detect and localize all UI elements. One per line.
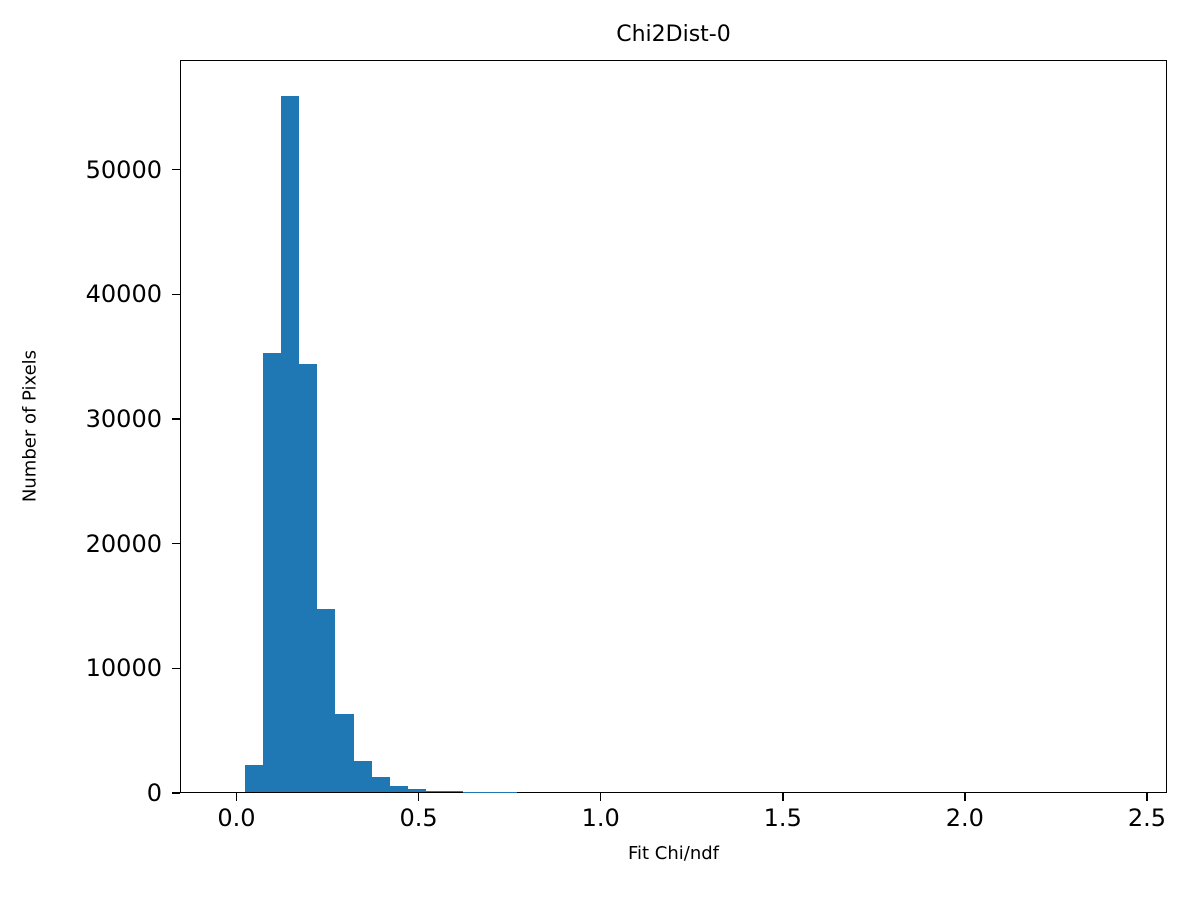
x-tick-label: 0.5 — [399, 804, 438, 832]
x-tick-label: 2.0 — [945, 804, 984, 832]
y-tick-mark — [172, 792, 180, 794]
chart-title: Chi2Dist-0 — [616, 22, 731, 47]
x-tick-mark — [782, 793, 784, 801]
y-tick-mark — [172, 168, 180, 171]
histogram-bar — [280, 95, 300, 792]
x-tick-label: 1.0 — [581, 804, 620, 832]
histogram-bar — [299, 364, 318, 792]
x-axis-label: Fit Chi/ndf — [627, 843, 720, 864]
histogram-bar — [244, 764, 263, 792]
x-tick-label: 0.0 — [217, 804, 256, 832]
histogram-bar — [262, 353, 281, 792]
histogram-bar — [353, 760, 372, 792]
histogram-bar — [335, 713, 354, 792]
plot-area — [180, 60, 1167, 793]
x-tick-mark — [235, 793, 238, 801]
histogram-bar — [426, 790, 445, 792]
x-tick-mark — [599, 793, 602, 801]
y-tick-mark — [172, 293, 180, 296]
x-tick-mark — [1146, 793, 1148, 801]
x-tick-label: 2.5 — [1127, 804, 1167, 832]
y-tick-label: 40000 — [85, 280, 162, 309]
histogram-bar — [317, 609, 336, 792]
x-tick-mark — [417, 793, 420, 801]
y-tick-mark — [172, 667, 180, 670]
x-tick-label: 1.5 — [763, 804, 802, 832]
histogram-bar — [444, 791, 463, 792]
x-tick-mark — [964, 793, 966, 801]
y-tick-mark — [172, 542, 180, 545]
y-tick-label: 0 — [146, 779, 162, 807]
histogram-bar — [408, 788, 427, 792]
y-tick-label: 30000 — [85, 405, 162, 434]
y-tick-label: 10000 — [85, 654, 162, 683]
y-tick-mark — [172, 418, 180, 420]
histogram-bar — [371, 777, 390, 792]
y-axis-label: Number of Pixels — [19, 349, 41, 503]
histogram-bar — [389, 786, 409, 792]
y-tick-label: 50000 — [85, 155, 162, 184]
y-tick-label: 20000 — [85, 529, 162, 558]
